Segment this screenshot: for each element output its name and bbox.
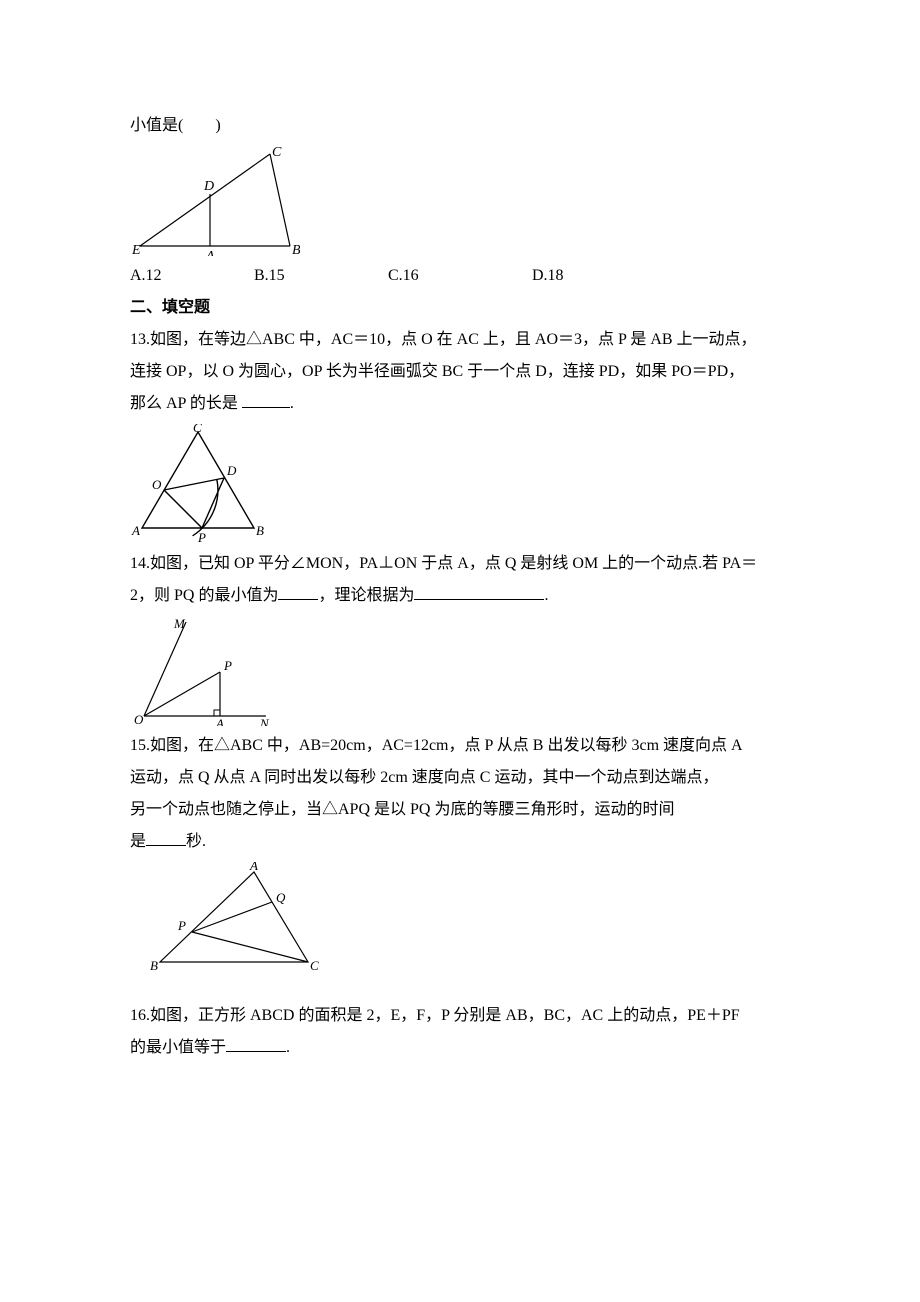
svg-text:A: A — [131, 523, 140, 538]
svg-text:A: A — [205, 249, 215, 256]
q13-l3-pre: 那么 AP 的长是 — [130, 395, 242, 412]
section2-title: 二、填空题 — [130, 292, 800, 324]
q14-l1: 14.如图，已知 OP 平分∠MON，PA⊥ON 于点 A，点 Q 是射线 OM… — [130, 548, 800, 580]
q14-l2-pre: 2，则 PQ 的最小值为 — [130, 587, 278, 604]
svg-text:A: A — [249, 862, 258, 873]
q15-l1: 15.如图，在△ABC 中，AB=20cm，AC=12cm，点 P 从点 B 出… — [130, 730, 800, 762]
q12-figure: E A B D C — [130, 146, 300, 256]
q13-l1: 13.如图，在等边△ABC 中，AC＝10，点 O 在 AC 上，且 AO＝3，… — [130, 324, 800, 356]
svg-text:E: E — [131, 243, 141, 256]
q13-blank[interactable] — [242, 393, 290, 408]
q12-options: A.12 B.15 C.16 D.18 — [130, 260, 800, 292]
svg-text:B: B — [292, 243, 300, 256]
svg-text:B: B — [256, 523, 264, 538]
q13-figure: A B C O P D — [130, 424, 270, 544]
svg-text:B: B — [150, 958, 158, 972]
q16-l2-post: . — [286, 1039, 290, 1056]
q15-l4-post: 秒. — [186, 833, 206, 850]
q15-l4: 是 秒. — [130, 826, 800, 858]
svg-text:D: D — [226, 463, 237, 478]
svg-text:M: M — [173, 616, 186, 631]
q12-stem-tail: 小值是( ) — [130, 110, 800, 142]
q14-blank1[interactable] — [278, 585, 318, 600]
q13-l3: 那么 AP 的长是 . — [130, 388, 800, 420]
q12-opt-c[interactable]: C.16 — [388, 260, 528, 292]
svg-text:P: P — [197, 530, 206, 544]
q12-opt-d[interactable]: D.18 — [532, 260, 612, 292]
q12-opt-b[interactable]: B.15 — [254, 260, 384, 292]
svg-text:A: A — [215, 716, 224, 726]
svg-text:O: O — [134, 712, 144, 726]
q14-figure: O A N P M — [130, 616, 280, 726]
q15-l2: 运动，点 Q 从点 A 同时出发以每秒 2cm 速度向点 C 运动，其中一个动点… — [130, 762, 800, 794]
svg-text:P: P — [177, 918, 186, 933]
svg-text:P: P — [223, 658, 232, 673]
q13-l2: 连接 OP，以 O 为圆心，OP 长为半径画弧交 BC 于一个点 D，连接 PD… — [130, 356, 800, 388]
q16-l2-pre: 的最小值等于 — [130, 1039, 226, 1056]
q14-l2: 2，则 PQ 的最小值为 ，理论根据为. — [130, 580, 800, 612]
q15-l3: 另一个动点也随之停止，当△APQ 是以 PQ 为底的等腰三角形时，运动的时间 — [130, 794, 800, 826]
q13-l3-post: . — [290, 395, 294, 412]
svg-text:D: D — [203, 179, 214, 194]
q16-l1: 16.如图，正方形 ABCD 的面积是 2，E，F，P 分别是 AB，BC，AC… — [130, 1000, 800, 1032]
q15-l4-pre: 是 — [130, 833, 146, 850]
q14-l2-post: . — [544, 587, 548, 604]
spacer — [130, 976, 800, 1000]
svg-text:C: C — [193, 424, 202, 435]
svg-text:O: O — [152, 477, 162, 492]
q16-l2: 的最小值等于. — [130, 1032, 800, 1064]
q14-l2-mid: ，理论根据为 — [318, 587, 414, 604]
svg-text:Q: Q — [276, 890, 286, 905]
q16-blank[interactable] — [226, 1037, 286, 1052]
q15-blank[interactable] — [146, 831, 186, 846]
svg-text:C: C — [310, 958, 319, 972]
q15-figure: B C A P Q — [150, 862, 320, 972]
svg-text:C: C — [272, 146, 282, 160]
q12-opt-a[interactable]: A.12 — [130, 260, 250, 292]
svg-text:N: N — [259, 716, 270, 726]
q14-blank2[interactable] — [414, 585, 544, 600]
